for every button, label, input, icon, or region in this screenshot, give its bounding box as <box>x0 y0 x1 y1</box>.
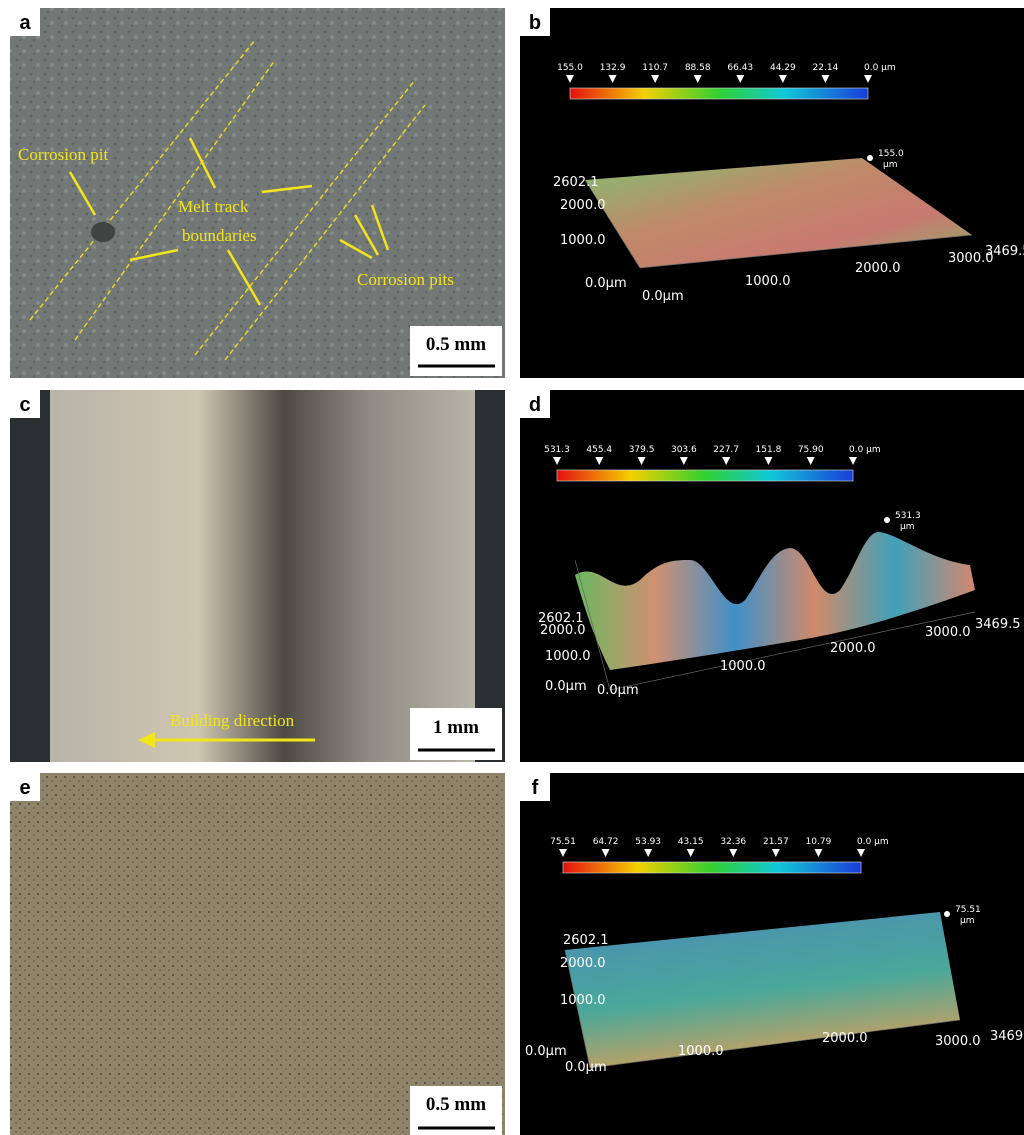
x-axis-label: 3000.0 <box>925 625 971 640</box>
micrograph-a <box>10 8 505 378</box>
panels <box>10 8 1024 1135</box>
colorbar-tick-label: 227.7 <box>713 445 739 455</box>
x-axis-label: 3469.5 <box>975 617 1021 632</box>
colorbar-tick-label: 0.0 µm <box>849 445 881 455</box>
x-axis-label: 2000.0 <box>855 261 901 276</box>
y-axis-label: 2000.0 <box>560 956 606 971</box>
panel-label: b <box>529 12 541 34</box>
x-axis-label: 3000.0 <box>935 1034 981 1049</box>
colorbar <box>563 862 861 873</box>
annotation: Building direction <box>170 711 295 730</box>
x-axis-label: 2000.0 <box>830 641 876 656</box>
x-axis-label: 0.0µm <box>565 1060 607 1075</box>
scale-label: 0.5 mm <box>426 334 486 355</box>
x-axis-label: 1000.0 <box>720 659 766 674</box>
colorbar-tick-label: 75.90 <box>798 445 824 455</box>
max-unit: µm <box>883 160 898 170</box>
panel-label: a <box>19 12 31 34</box>
colorbar-tick-label: 64.72 <box>593 837 619 847</box>
panel-label: e <box>19 777 30 799</box>
x-axis-label: 2000.0 <box>822 1031 868 1046</box>
colorbar-tick-label: 455.4 <box>586 445 612 455</box>
annotation: boundaries <box>182 226 257 245</box>
max-marker <box>884 517 890 523</box>
colorbar-tick-label: 32.36 <box>720 837 746 847</box>
max-label: 531.3 <box>895 511 921 521</box>
melt-tracks <box>50 390 475 762</box>
colorbar-tick-label: 53.93 <box>635 837 661 847</box>
annotation: Corrosion pit <box>18 145 108 164</box>
max-marker <box>867 155 873 161</box>
annotation: Melt track <box>178 197 249 216</box>
colorbar-tick-label: 155.0 <box>557 63 583 73</box>
max-unit: µm <box>900 522 915 532</box>
colorbar <box>557 470 853 481</box>
colorbar-tick-label: 0.0 µm <box>864 63 896 73</box>
colorbar-tick-label: 110.7 <box>642 63 668 73</box>
x-axis-label: 0.0µm <box>642 289 684 304</box>
max-marker <box>944 911 950 917</box>
y-axis-label: 2000.0 <box>540 623 586 638</box>
y-axis-label: 2602.1 <box>553 175 599 190</box>
colorbar-tick-label: 151.8 <box>756 445 782 455</box>
figure: a Corrosion pit Melt track boundaries Corros… <box>0 0 1024 1135</box>
y-axis-label: 1000.0 <box>560 233 606 248</box>
max-unit: µm <box>960 916 975 926</box>
y-axis-label: 0.0µm <box>525 1044 567 1059</box>
colorbar-tick-label: 22.14 <box>813 63 839 73</box>
colorbar-tick-label: 0.0 µm <box>857 837 889 847</box>
x-axis-label: 1000.0 <box>745 274 791 289</box>
colorbar-tick-label: 379.5 <box>629 445 655 455</box>
colorbar-tick-label: 21.57 <box>763 837 789 847</box>
x-axis-label: 3469.5 <box>985 244 1024 259</box>
colorbar-tick-label: 43.15 <box>678 837 704 847</box>
colorbar-tick-label: 75.51 <box>550 837 576 847</box>
y-axis-label: 1000.0 <box>560 993 606 1008</box>
scale-label: 1 mm <box>433 717 479 738</box>
colorbar-tick-label: 44.29 <box>770 63 796 73</box>
colorbar <box>570 88 868 99</box>
x-axis-label: 1000.0 <box>678 1044 724 1059</box>
colorbar-tick-label: 531.3 <box>544 445 570 455</box>
panel-label: d <box>529 394 541 416</box>
pit <box>91 222 115 242</box>
y-axis-label: 1000.0 <box>545 649 591 664</box>
scale-label: 0.5 mm <box>426 1094 486 1115</box>
panel-label: f <box>532 777 539 799</box>
y-axis-label: 2000.0 <box>560 198 606 213</box>
colorbar-tick-label: 88.58 <box>685 63 711 73</box>
micrograph-e <box>10 773 505 1135</box>
x-axis-label: 3469.5 <box>990 1029 1024 1044</box>
max-label: 75.51 <box>955 905 981 915</box>
max-label: 155.0 <box>878 149 904 159</box>
colorbar-tick-label: 303.6 <box>671 445 697 455</box>
annotation: Corrosion pits <box>357 270 454 289</box>
y-axis-label: 0.0µm <box>585 276 627 291</box>
colorbar-tick-label: 10.79 <box>806 837 832 847</box>
x-axis-label: 0.0µm <box>597 683 639 698</box>
colorbar-tick-label: 132.9 <box>600 63 626 73</box>
y-axis-label: 2602.1 <box>563 933 609 948</box>
colorbar-tick-label: 66.43 <box>727 63 753 73</box>
y-axis-label: 0.0µm <box>545 679 587 694</box>
panel-label: c <box>19 394 30 416</box>
